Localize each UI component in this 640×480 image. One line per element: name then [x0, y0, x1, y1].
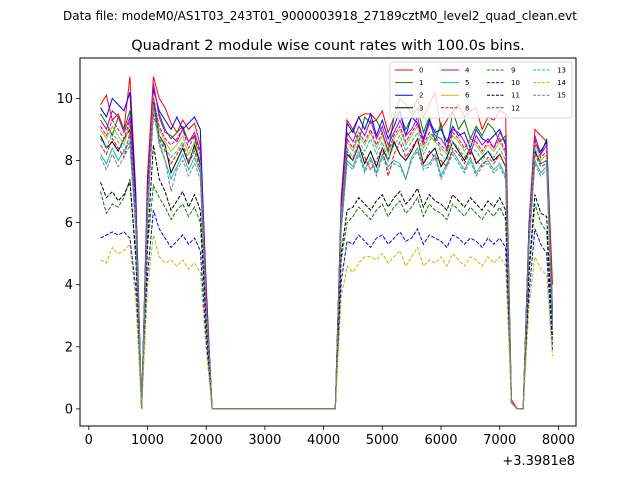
series-line-11 [100, 144, 553, 410]
chart-title: Quadrant 2 module wise count rates with … [131, 38, 525, 54]
legend-label-6: 6 [465, 92, 470, 100]
legend-label-12: 12 [511, 104, 520, 112]
x-offset-label: +3.3981e8 [502, 454, 575, 469]
legend-label-10: 10 [511, 79, 520, 87]
x-tick-label: 6000 [424, 433, 457, 448]
legend-label-4: 4 [465, 67, 470, 75]
legend-label-11: 11 [511, 92, 520, 100]
legend-label-8: 8 [465, 104, 469, 112]
legend-label-5: 5 [465, 79, 469, 87]
x-tick-label: 7000 [483, 433, 516, 448]
x-tick-label: 4000 [307, 433, 340, 448]
legend-label-14: 14 [557, 79, 566, 87]
chart-suptitle: Data file: modeM0/AS1T03_243T01_90000039… [63, 9, 577, 23]
plot-frame [79, 57, 577, 427]
x-tick-label: 2000 [190, 433, 223, 448]
legend-label-9: 9 [511, 67, 515, 75]
x-tick-label: 8000 [542, 433, 575, 448]
x-tick-label: 3000 [248, 433, 281, 448]
x-tick-label: 0 [85, 433, 93, 448]
legend-label-13: 13 [557, 67, 566, 75]
y-tick-label: 4 [65, 278, 73, 293]
plot-series-group [100, 76, 553, 410]
y-tick-label: 2 [65, 340, 73, 355]
legend-label-15: 15 [557, 92, 566, 100]
legend-label-2: 2 [419, 92, 423, 100]
legend-label-1: 1 [419, 79, 423, 87]
y-tick-label: 0 [65, 402, 73, 417]
y-tick-label: 10 [56, 92, 73, 107]
legend-label-3: 3 [419, 104, 423, 112]
legend-label-0: 0 [419, 67, 423, 75]
x-tick-label: 5000 [366, 433, 399, 448]
series-line-15 [100, 104, 553, 410]
series-line-8 [100, 113, 553, 410]
y-axis: 0 2 4 6 8 10 [56, 92, 80, 417]
x-tick-label: 1000 [131, 433, 164, 448]
x-axis: 0 1000 2000 3000 4000 5000 6000 7000 8000 [85, 426, 575, 448]
y-tick-label: 6 [65, 216, 73, 231]
legend-box [389, 61, 573, 119]
y-tick-label: 8 [65, 154, 73, 169]
